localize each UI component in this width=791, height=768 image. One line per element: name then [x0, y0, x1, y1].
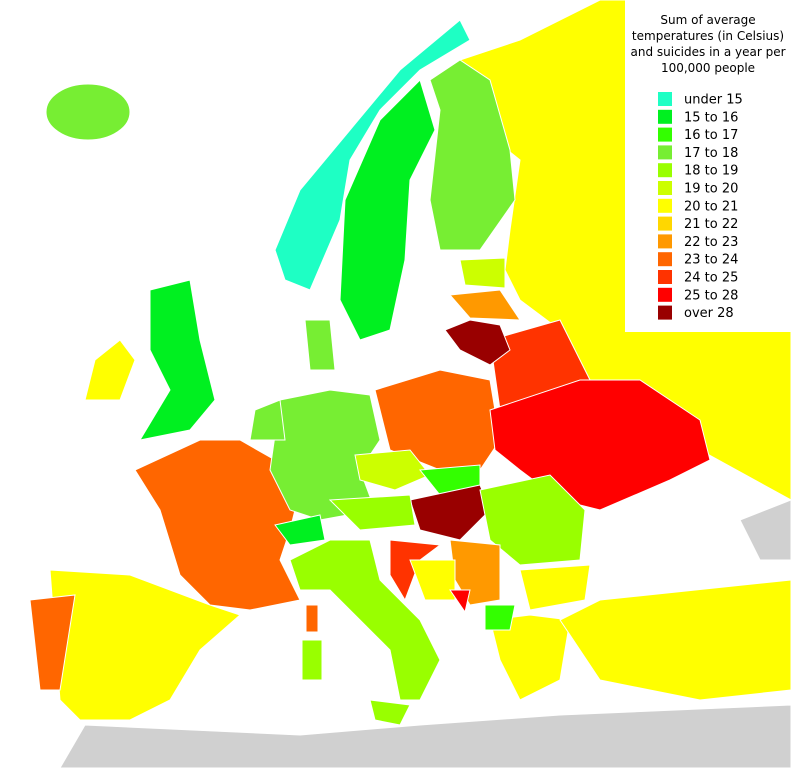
- legend-swatch: [658, 270, 672, 284]
- legend-label: 18 to 19: [684, 164, 738, 179]
- legend-swatch: [658, 145, 672, 160]
- legend-label: 23 to 24: [684, 253, 738, 268]
- legend-swatch: [658, 252, 672, 267]
- legend-label: 15 to 16: [684, 110, 738, 125]
- land: [29, 0, 791, 768]
- legend-label: 24 to 25: [684, 271, 738, 286]
- legend-title: 100,000 people: [661, 61, 755, 75]
- legend-title: Sum of average: [660, 13, 755, 27]
- legend-swatch: [658, 163, 672, 178]
- legend-swatch: [658, 305, 672, 320]
- legend-swatch: [658, 198, 672, 213]
- legend: Sum of average temperatures (in Celsius) a…: [630, 13, 785, 321]
- legend-swatch: [658, 92, 672, 106]
- legend-label: 20 to 21: [684, 199, 738, 214]
- legend-swatch: [658, 127, 672, 142]
- legend-label: 16 to 17: [684, 128, 738, 143]
- legend-box: [625, 0, 791, 332]
- legend-label: under 15: [684, 93, 743, 108]
- legend-swatch: [658, 287, 672, 302]
- legend-label: 21 to 22: [684, 217, 738, 232]
- legend-title: temperatures (in Celsius): [632, 29, 784, 43]
- legend-label: 17 to 18: [684, 146, 738, 161]
- legend-swatch: [658, 181, 672, 195]
- legend-label: 25 to 28: [684, 288, 738, 303]
- legend-title: and suicides in a year per: [630, 45, 785, 59]
- legend-label: 19 to 20: [684, 182, 738, 197]
- legend-swatch: [658, 234, 672, 249]
- legend-swatch: [658, 109, 672, 124]
- legend-label: over 28: [684, 306, 734, 321]
- legend-swatch: [658, 216, 672, 231]
- legend-label: 22 to 23: [684, 235, 738, 250]
